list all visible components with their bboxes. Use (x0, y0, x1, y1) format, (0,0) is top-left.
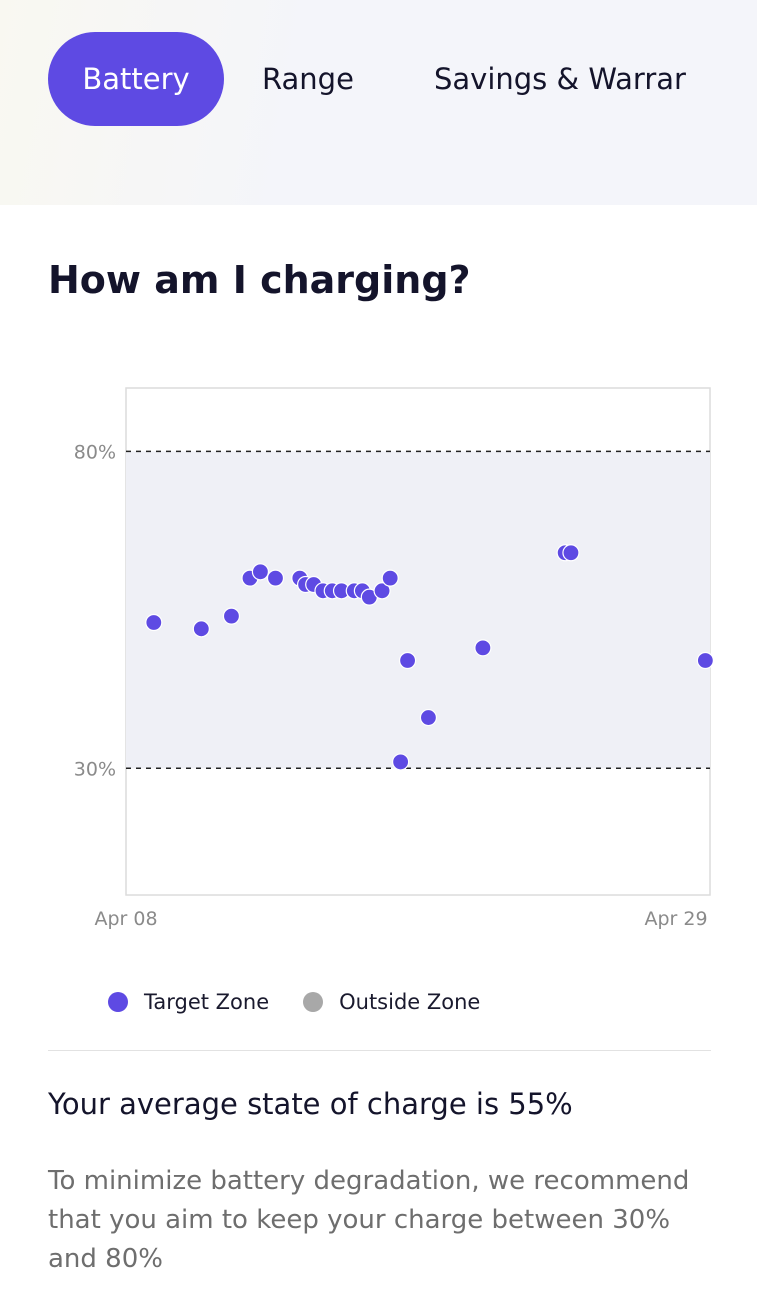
data-point (474, 639, 492, 657)
data-point (145, 613, 163, 632)
data-point (381, 569, 399, 587)
data-point (398, 651, 417, 670)
data-point (392, 753, 410, 771)
x-tick-label: Apr 29 (644, 908, 707, 930)
target-zone-band (126, 451, 710, 769)
y-tick-label: 80% (74, 441, 116, 463)
data-point (419, 708, 438, 727)
section-title: How am I charging? (48, 258, 471, 302)
tab-bar: Battery Range Savings & Warrar (0, 0, 757, 205)
chart-legend: Target Zone Outside Zone (108, 986, 514, 1018)
data-point (251, 563, 270, 581)
legend-target-zone: Target Zone (108, 990, 269, 1014)
data-point (192, 620, 210, 638)
data-point (266, 569, 285, 587)
legend-target-dot (108, 992, 128, 1012)
y-tick-label: 30% (74, 758, 116, 780)
recommendation-text: To minimize battery degradation, we reco… (48, 1166, 690, 1274)
data-point (696, 651, 714, 670)
tab-range[interactable]: Range (262, 62, 354, 96)
charging-scatter-chart: 80% 30% Apr 08 Apr 29 (74, 387, 714, 930)
x-tick-label: Apr 08 (94, 908, 157, 930)
legend-outside-dot (303, 992, 324, 1012)
tab-battery[interactable]: Battery (48, 32, 224, 126)
legend-target-label: Target Zone (144, 990, 270, 1014)
data-point (373, 582, 391, 600)
legend-outside-label: Outside Zone (339, 990, 481, 1014)
data-point (562, 544, 580, 562)
data-point (222, 607, 241, 625)
tab-savings-warranty[interactable]: Savings & Warrar (434, 62, 686, 96)
average-charge-text: Your average state of charge is 55% (48, 1087, 573, 1121)
legend-outside-zone: Outside Zone (303, 990, 480, 1014)
divider (48, 1050, 711, 1051)
